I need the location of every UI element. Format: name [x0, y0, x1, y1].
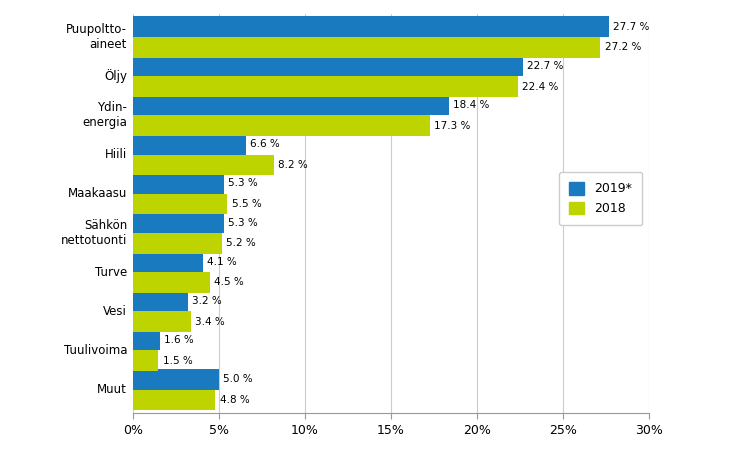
- Text: 5.3 %: 5.3 %: [228, 217, 258, 227]
- Bar: [133, 155, 273, 175]
- Bar: [133, 173, 224, 194]
- Text: 18.4 %: 18.4 %: [453, 100, 490, 110]
- Text: 1.6 %: 1.6 %: [164, 335, 195, 345]
- Text: 3.2 %: 3.2 %: [192, 296, 222, 306]
- Bar: [133, 350, 158, 371]
- Text: 3.4 %: 3.4 %: [195, 316, 226, 326]
- Bar: [133, 369, 219, 390]
- Text: 27.2 %: 27.2 %: [604, 43, 641, 53]
- Text: 4.8 %: 4.8 %: [220, 395, 249, 405]
- Bar: [133, 272, 210, 293]
- Bar: [133, 95, 449, 115]
- Bar: [133, 56, 523, 76]
- Bar: [133, 37, 601, 58]
- Text: 22.4 %: 22.4 %: [522, 82, 559, 92]
- Legend: 2019*, 2018: 2019*, 2018: [559, 172, 643, 225]
- Bar: [133, 16, 609, 37]
- Bar: [133, 212, 224, 233]
- Text: 17.3 %: 17.3 %: [434, 121, 471, 131]
- Bar: [133, 252, 203, 272]
- Text: 8.2 %: 8.2 %: [278, 160, 308, 170]
- Bar: [133, 115, 430, 136]
- Text: 27.7 %: 27.7 %: [613, 22, 650, 32]
- Text: 4.1 %: 4.1 %: [208, 257, 237, 267]
- Text: 6.6 %: 6.6 %: [251, 139, 280, 149]
- Text: 1.5 %: 1.5 %: [163, 356, 192, 366]
- Text: 22.7 %: 22.7 %: [527, 61, 564, 71]
- Text: 5.3 %: 5.3 %: [228, 178, 258, 188]
- Bar: [133, 233, 222, 254]
- Bar: [133, 134, 246, 155]
- Bar: [133, 330, 160, 350]
- Bar: [133, 76, 518, 97]
- Bar: [133, 311, 191, 332]
- Text: 4.5 %: 4.5 %: [214, 277, 244, 287]
- Bar: [133, 390, 215, 410]
- Bar: [133, 194, 227, 214]
- Text: 5.0 %: 5.0 %: [223, 374, 253, 384]
- Bar: [133, 291, 188, 311]
- Text: 5.2 %: 5.2 %: [226, 238, 256, 248]
- Text: 5.5 %: 5.5 %: [231, 199, 262, 209]
